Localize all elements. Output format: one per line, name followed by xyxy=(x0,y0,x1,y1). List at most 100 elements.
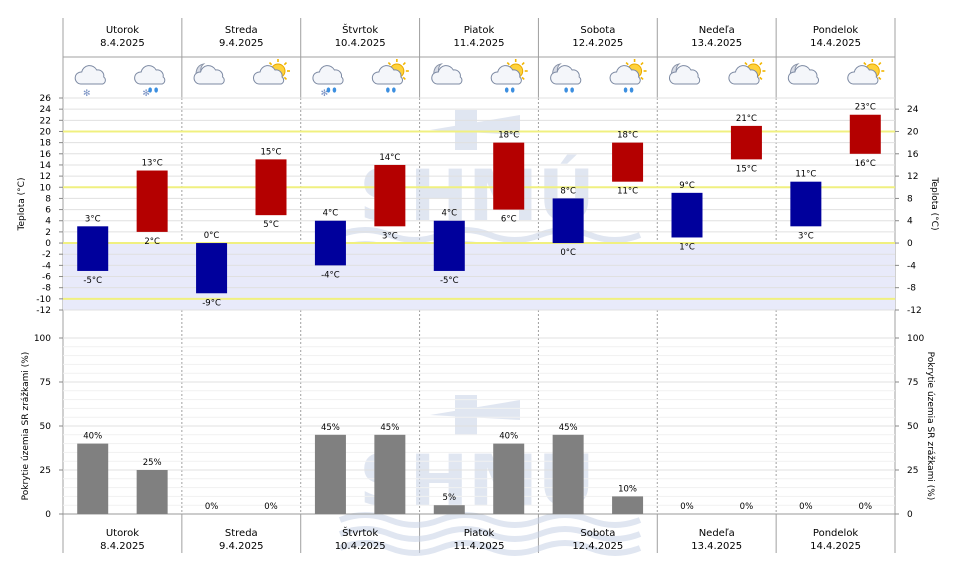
day-footer-name: Pondelok xyxy=(813,528,859,539)
precip-value-label: 45% xyxy=(559,423,578,433)
precip-bar xyxy=(433,505,465,514)
day-header-date: 10.4.2025 xyxy=(335,38,386,49)
temp-bar xyxy=(314,220,346,266)
sun-ray xyxy=(878,61,882,66)
day-header-name: Streda xyxy=(225,25,258,36)
cloud-shape xyxy=(431,65,463,85)
cloud-shape xyxy=(134,65,166,85)
temp-bar xyxy=(849,114,881,154)
temp-tick-left: 22 xyxy=(40,116,51,126)
day-header-name: Utorok xyxy=(106,25,139,36)
temp-tick-left: 4 xyxy=(45,217,51,227)
precip-value-label: 40% xyxy=(499,432,518,442)
precip-bar xyxy=(552,434,584,514)
moon-cloud-icon xyxy=(787,63,819,85)
sun-ray xyxy=(521,61,525,66)
precip-value-label: 25% xyxy=(143,458,162,468)
day-header-date: 14.4.2025 xyxy=(810,38,861,49)
temp-low-label: 2°C xyxy=(144,237,160,247)
raindrop xyxy=(570,87,574,93)
temp-low-label: 15°C xyxy=(736,164,757,174)
precip-bar xyxy=(314,434,346,514)
day-header-date: 8.4.2025 xyxy=(100,38,145,49)
rain-snow-cloud-icon: ✻ xyxy=(312,65,344,99)
temp-low-label: -5°C xyxy=(440,276,459,286)
day-footer-name: Piatok xyxy=(464,528,495,539)
precip-value-label: 0% xyxy=(799,502,813,512)
precip-value-label: 10% xyxy=(618,484,637,494)
precip-tick-left: 100 xyxy=(34,334,51,344)
cloud-shape xyxy=(609,65,641,85)
temp-tick-right: 16 xyxy=(907,150,919,160)
temp-tick-left: 16 xyxy=(40,150,52,160)
temp-high-label: 23°C xyxy=(855,103,876,113)
day-header-date: 13.4.2025 xyxy=(691,38,742,49)
cloud-shape xyxy=(193,65,225,85)
sun-ray xyxy=(759,61,763,66)
temp-bar xyxy=(790,181,822,227)
day-footer-name: Nedeľa xyxy=(699,528,735,539)
precip-value-label: 0% xyxy=(264,502,278,512)
raindrop xyxy=(629,87,634,93)
day-footer-name: Utorok xyxy=(106,528,139,539)
precip-axis-label-right: Pokrytie územia SR zrážkami (%) xyxy=(925,352,935,501)
temp-high-label: 4°C xyxy=(323,209,339,219)
sun-ray xyxy=(283,76,288,81)
raindrop xyxy=(148,87,152,93)
precip-tick-right: 75 xyxy=(907,378,918,388)
sun-ray xyxy=(640,61,644,66)
temp-high-label: 4°C xyxy=(441,209,457,219)
temp-tick-left: -12 xyxy=(36,306,51,316)
temp-low-label: 3°C xyxy=(798,231,814,241)
day-header-name: Nedeľa xyxy=(699,25,735,36)
cloud-shape xyxy=(253,65,285,85)
temp-low-label: 1°C xyxy=(679,242,695,252)
precip-bar xyxy=(374,434,406,514)
watermark-wave xyxy=(338,227,642,243)
precip-bar xyxy=(612,496,644,514)
day-header-name: Štvrtok xyxy=(342,23,378,36)
cloud-shape xyxy=(74,65,106,85)
temp-bar xyxy=(136,170,168,232)
temp-bar xyxy=(612,142,644,182)
cloud-shape xyxy=(787,65,819,85)
day-footer-name: Štvrtok xyxy=(342,526,378,539)
watermark-wave xyxy=(338,540,642,556)
temp-high-label: 0°C xyxy=(204,231,220,241)
rain-snow-cloud-icon: ✻ xyxy=(134,65,166,99)
sun-ray xyxy=(759,76,763,81)
watermark-wave xyxy=(338,526,642,542)
precip-value-label: 0% xyxy=(205,502,219,512)
temp-low-label: -4°C xyxy=(321,270,340,280)
temp-tick-right: 4 xyxy=(907,217,913,227)
temp-tick-right: 20 xyxy=(907,127,919,137)
cloud-shape xyxy=(371,65,403,85)
temp-tick-left: -4 xyxy=(42,261,51,271)
day-footer-date: 8.4.2025 xyxy=(100,541,145,552)
day-footer-name: Sobota xyxy=(580,528,615,539)
sun-ray xyxy=(387,61,392,66)
temp-tick-left: 2 xyxy=(45,228,51,238)
temp-tick-left: 26 xyxy=(40,94,52,104)
cloud-shape xyxy=(550,65,582,85)
day-header-name: Pondelok xyxy=(813,25,859,36)
day-footer-date: 11.4.2025 xyxy=(454,541,505,552)
sun-cloud-rain-icon xyxy=(609,59,647,93)
temp-tick-left: 12 xyxy=(40,172,51,182)
temp-tick-left: -8 xyxy=(42,284,51,294)
precip-tick-left: 50 xyxy=(40,422,52,432)
temp-bar xyxy=(196,243,228,294)
watermark-wave xyxy=(338,512,642,528)
sun-ray xyxy=(640,76,644,81)
precip-value-label: 45% xyxy=(321,423,340,433)
temp-low-label: 11°C xyxy=(617,187,638,197)
temp-bar xyxy=(493,142,525,210)
precip-tick-right: 25 xyxy=(907,466,918,476)
precip-bar xyxy=(493,443,525,514)
temp-high-label: 21°C xyxy=(736,114,757,124)
temp-tick-left: -2 xyxy=(42,250,51,260)
temp-high-label: 8°C xyxy=(560,186,576,196)
day-footer-date: 13.4.2025 xyxy=(691,541,742,552)
